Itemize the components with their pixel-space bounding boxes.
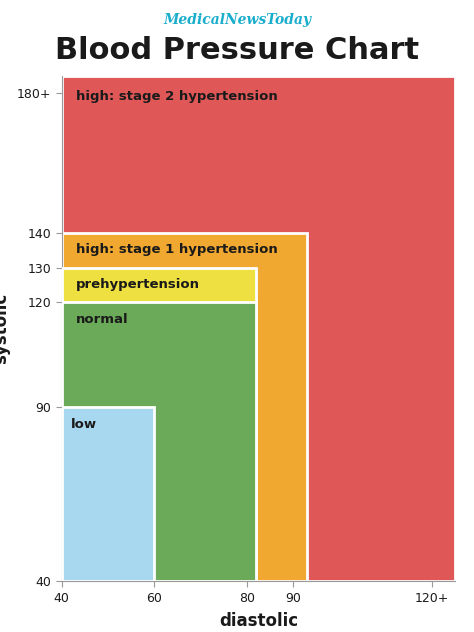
Bar [62, 303, 256, 581]
Text: prehypertension: prehypertension [75, 278, 200, 291]
Y-axis label: systolic: systolic [0, 293, 10, 364]
Text: low: low [71, 418, 97, 430]
Text: MedicalNewsToday: MedicalNewsToday [163, 13, 311, 27]
Text: high: stage 2 hypertension: high: stage 2 hypertension [75, 90, 277, 103]
Text: Blood Pressure Chart: Blood Pressure Chart [55, 36, 419, 65]
Text: high: stage 1 hypertension: high: stage 1 hypertension [75, 243, 277, 256]
Bar [62, 267, 256, 581]
Bar [62, 407, 154, 581]
Bar [62, 233, 307, 581]
Text: normal: normal [75, 313, 128, 326]
X-axis label: diastolic: diastolic [219, 612, 298, 630]
